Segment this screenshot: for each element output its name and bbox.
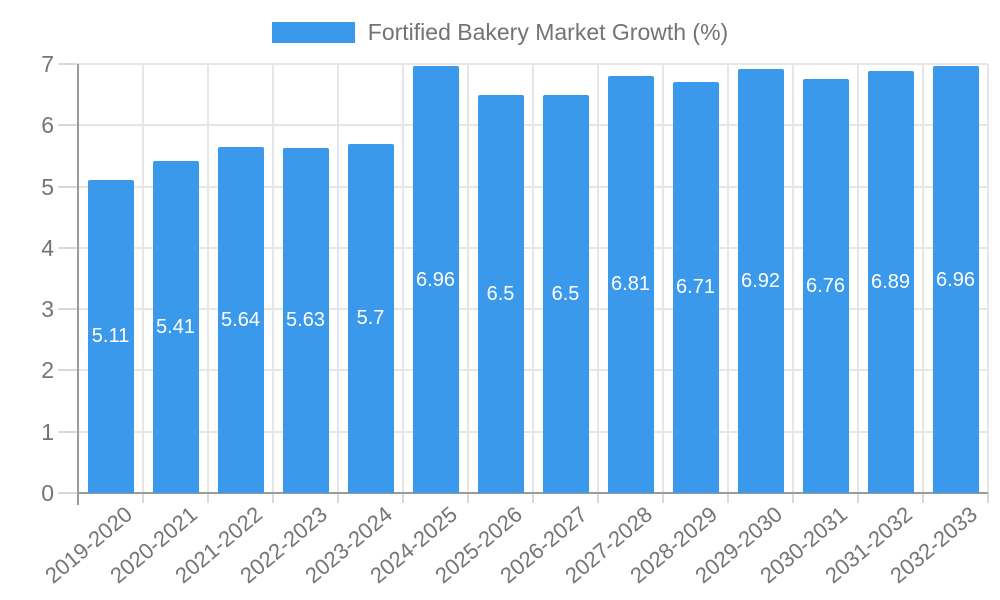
x-axis-tick — [922, 493, 924, 503]
y-tick-label: 1 — [41, 418, 54, 445]
bar[interactable] — [477, 94, 524, 493]
y-axis-tick — [58, 492, 78, 494]
bar[interactable] — [542, 94, 589, 493]
bar[interactable] — [412, 66, 459, 493]
y-tick-label: 6 — [41, 112, 54, 139]
gridline-vertical — [792, 64, 794, 493]
y-tick-label: 3 — [41, 296, 54, 323]
gridline-vertical — [272, 64, 274, 493]
bar[interactable] — [87, 179, 134, 493]
bar[interactable] — [932, 66, 979, 493]
y-tick-label: 5 — [41, 173, 54, 200]
bar[interactable] — [867, 70, 914, 493]
y-axis-tick — [58, 308, 78, 311]
x-axis-tick — [142, 493, 144, 503]
y-tick-label: 2 — [41, 357, 54, 384]
gridline-vertical — [922, 64, 924, 493]
bar[interactable] — [737, 68, 784, 493]
gridline-vertical — [142, 64, 144, 493]
y-axis-tick — [58, 63, 78, 65]
y-tick-label: 0 — [41, 480, 54, 506]
gridline-vertical — [987, 64, 989, 493]
x-axis-tick — [987, 493, 989, 503]
y-axis-line — [77, 64, 79, 505]
y-axis-tick — [58, 185, 78, 188]
x-axis-tick — [467, 493, 469, 503]
gridline-vertical — [597, 64, 599, 493]
gridline-vertical — [467, 64, 469, 493]
x-axis-tick — [727, 493, 729, 503]
x-axis-baseline — [78, 492, 988, 494]
y-axis-tick — [58, 430, 78, 433]
y-axis-tick — [58, 124, 78, 127]
x-axis-tick — [857, 493, 859, 503]
x-axis-tick — [337, 493, 339, 503]
legend-label: Fortified Bakery Market Growth (%) — [367, 19, 729, 45]
y-axis-tick — [58, 246, 78, 249]
gridline-vertical — [857, 64, 859, 493]
gridline-vertical — [402, 64, 404, 493]
x-axis-tick — [207, 493, 209, 503]
bar[interactable] — [607, 75, 654, 493]
bar[interactable] — [347, 143, 394, 493]
bar[interactable] — [152, 161, 199, 493]
legend-swatch — [271, 22, 355, 43]
gridline-vertical — [662, 64, 664, 493]
x-axis-tick — [272, 493, 274, 503]
y-tick-label: 4 — [41, 234, 54, 261]
bar[interactable] — [802, 78, 849, 493]
x-axis-tick — [792, 493, 794, 503]
x-axis-tick — [597, 493, 599, 503]
legend[interactable]: Fortified Bakery Market Growth (%) — [0, 21, 1000, 44]
gridline-vertical — [207, 64, 209, 493]
x-axis-tick — [402, 493, 404, 503]
gridline-vertical — [337, 64, 339, 493]
y-tick-label: 7 — [41, 51, 54, 77]
x-axis-tick — [662, 493, 664, 503]
bar[interactable] — [217, 147, 264, 493]
bar[interactable] — [672, 81, 719, 493]
gridline-vertical — [532, 64, 534, 493]
gridline-vertical — [727, 64, 729, 493]
y-axis-tick — [58, 369, 78, 372]
bar[interactable] — [282, 147, 329, 493]
x-axis-tick — [532, 493, 534, 503]
